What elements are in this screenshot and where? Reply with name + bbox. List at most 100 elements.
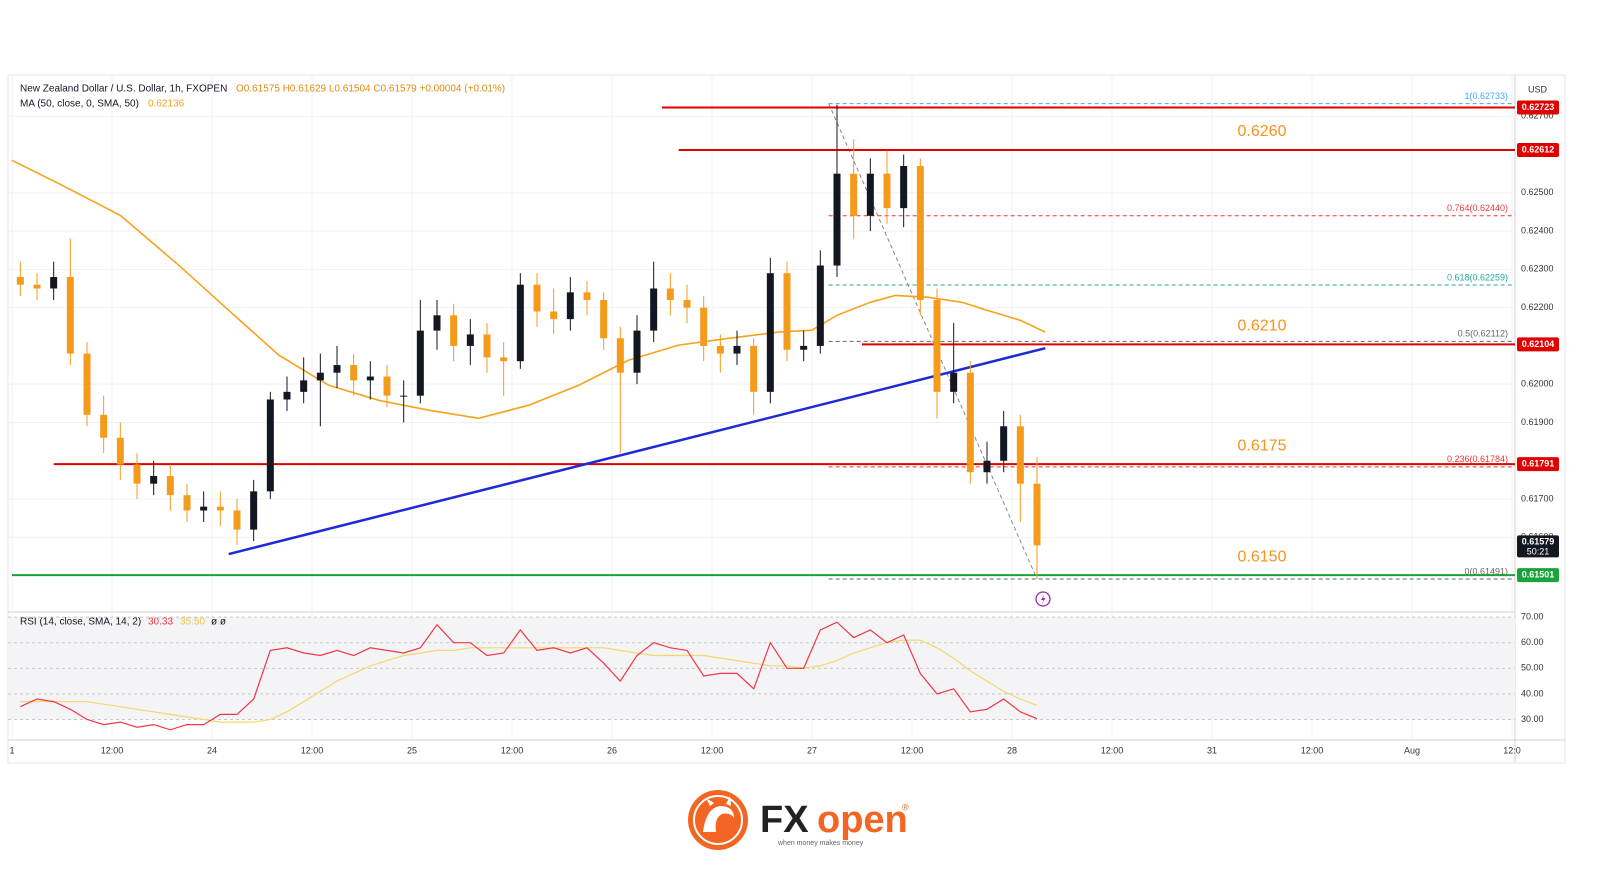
candle-body bbox=[433, 315, 441, 331]
logo-tagline: when money makes money bbox=[777, 840, 864, 847]
x-tick-label: 12:00 bbox=[301, 745, 324, 755]
candle-body bbox=[516, 284, 524, 362]
candle-body bbox=[666, 288, 674, 300]
y-tick-label: 0.62300 bbox=[1521, 264, 1554, 274]
price-axis-box bbox=[1517, 457, 1559, 472]
x-tick-label: 24 bbox=[207, 745, 217, 755]
candle-body bbox=[816, 265, 824, 346]
fib-label: 0.764(0.62440) bbox=[1447, 203, 1508, 213]
x-tick-label: 12:00 bbox=[1101, 745, 1124, 755]
rsi-tick-label: 60.00 bbox=[1521, 637, 1544, 647]
logo-brand-orange: open bbox=[817, 799, 908, 841]
price-axis-box bbox=[1517, 100, 1559, 115]
candle-body bbox=[83, 353, 91, 415]
fib-label: 1(0.62733) bbox=[1464, 91, 1508, 101]
candle-body bbox=[16, 277, 24, 285]
rsi-tick-label: 40.00 bbox=[1521, 688, 1544, 698]
candle-body bbox=[700, 307, 708, 346]
candle-body bbox=[333, 365, 341, 373]
price-axis-label: 0.61501 bbox=[1522, 570, 1555, 580]
fib-label: 0.236(0.61784) bbox=[1447, 454, 1508, 464]
candle-body bbox=[983, 460, 991, 473]
candle-body bbox=[350, 365, 358, 381]
level-label: 0.6150 bbox=[1238, 548, 1287, 565]
candle-body bbox=[500, 357, 508, 362]
candle-body bbox=[166, 476, 174, 496]
candle-body bbox=[966, 372, 974, 473]
logo-emblem bbox=[688, 790, 748, 850]
price-axis-label: 0.61791 bbox=[1522, 459, 1555, 469]
candle-body bbox=[883, 173, 891, 209]
candle-body bbox=[483, 334, 491, 358]
price-axis-box bbox=[1517, 568, 1559, 583]
ma-legend: MA (50, close, 0, SMA, 50) bbox=[20, 99, 139, 110]
candle-body bbox=[383, 376, 391, 396]
rsi-line bbox=[20, 621, 1038, 731]
candle-body bbox=[750, 345, 758, 392]
trendline bbox=[228, 346, 1046, 556]
candle-body bbox=[683, 299, 691, 308]
x-tick-label: 26 bbox=[607, 745, 617, 755]
candle-body bbox=[33, 284, 41, 289]
y-tick-label: 0.61900 bbox=[1521, 417, 1554, 427]
candle-body bbox=[116, 437, 124, 465]
candle-body bbox=[566, 292, 574, 320]
candle-body bbox=[466, 334, 474, 346]
x-tick-label: 1 bbox=[9, 745, 14, 755]
candle-body bbox=[933, 299, 941, 392]
alert-icon bbox=[1035, 591, 1051, 607]
fib-label: 0(0.61491) bbox=[1464, 566, 1508, 576]
ohlc: O0.61575 H0.61629 L0.61504 C0.61579 +0.0… bbox=[236, 84, 505, 95]
price-axis-label: 0.62612 bbox=[1522, 144, 1555, 154]
candle-body bbox=[600, 299, 608, 339]
candle-body bbox=[400, 395, 408, 397]
candle-body bbox=[583, 292, 591, 300]
rsi-ma-line bbox=[20, 639, 1038, 723]
x-tick-label: Aug bbox=[1404, 745, 1420, 755]
candle-body bbox=[650, 288, 658, 331]
rsi-tick-label: 50.00 bbox=[1521, 663, 1544, 673]
ma-line bbox=[11, 159, 1046, 420]
candle-body bbox=[916, 166, 924, 300]
candle-body bbox=[316, 372, 324, 381]
candle-body bbox=[366, 376, 374, 381]
candle-body bbox=[733, 345, 741, 354]
current-price-box bbox=[1517, 535, 1559, 558]
ma-legend-value: 0.62136 bbox=[148, 99, 185, 110]
price-axis-box bbox=[1517, 337, 1559, 352]
candle-body bbox=[550, 311, 558, 320]
rsi-legend-extra: ø ø bbox=[211, 617, 226, 628]
candle-body bbox=[50, 277, 58, 289]
candle-body bbox=[616, 338, 624, 373]
x-tick-label: 12:00 bbox=[901, 745, 924, 755]
candle-body bbox=[66, 277, 74, 354]
candle-body bbox=[250, 491, 258, 530]
countdown: 50:21 bbox=[1527, 547, 1550, 557]
candle-body bbox=[283, 391, 291, 400]
x-tick-label: 25 bbox=[407, 745, 417, 755]
candle-body bbox=[416, 330, 424, 396]
current-price-label: 0.61579 bbox=[1522, 537, 1555, 547]
rsi-legend-value: 30.33 bbox=[148, 617, 173, 628]
candle-body bbox=[766, 273, 774, 392]
logo-brand: FX bbox=[760, 799, 809, 841]
candle-body bbox=[150, 476, 158, 484]
level-label: 0.6210 bbox=[1238, 318, 1287, 335]
y-tick-label: 0.61700 bbox=[1521, 493, 1554, 503]
logo-registered: ® bbox=[902, 802, 909, 812]
x-tick-label: 12:00 bbox=[701, 745, 724, 755]
candle-body bbox=[200, 506, 208, 511]
fib-trend bbox=[828, 103, 1038, 580]
currency: USD bbox=[1528, 84, 1548, 94]
candle-body bbox=[850, 173, 858, 216]
rsi-tick-label: 30.00 bbox=[1521, 714, 1544, 724]
x-tick-label: 31 bbox=[1207, 745, 1217, 755]
candle-body bbox=[450, 315, 458, 346]
candle-body bbox=[783, 273, 791, 350]
rsi-legend: RSI (14, close, SMA, 14, 2) bbox=[20, 617, 141, 628]
fib-label: 0.618(0.62259) bbox=[1447, 272, 1508, 282]
fib-label: 0.5(0.62112) bbox=[1458, 329, 1508, 339]
level-label: 0.6260 bbox=[1238, 123, 1287, 140]
candle-body bbox=[866, 173, 874, 216]
